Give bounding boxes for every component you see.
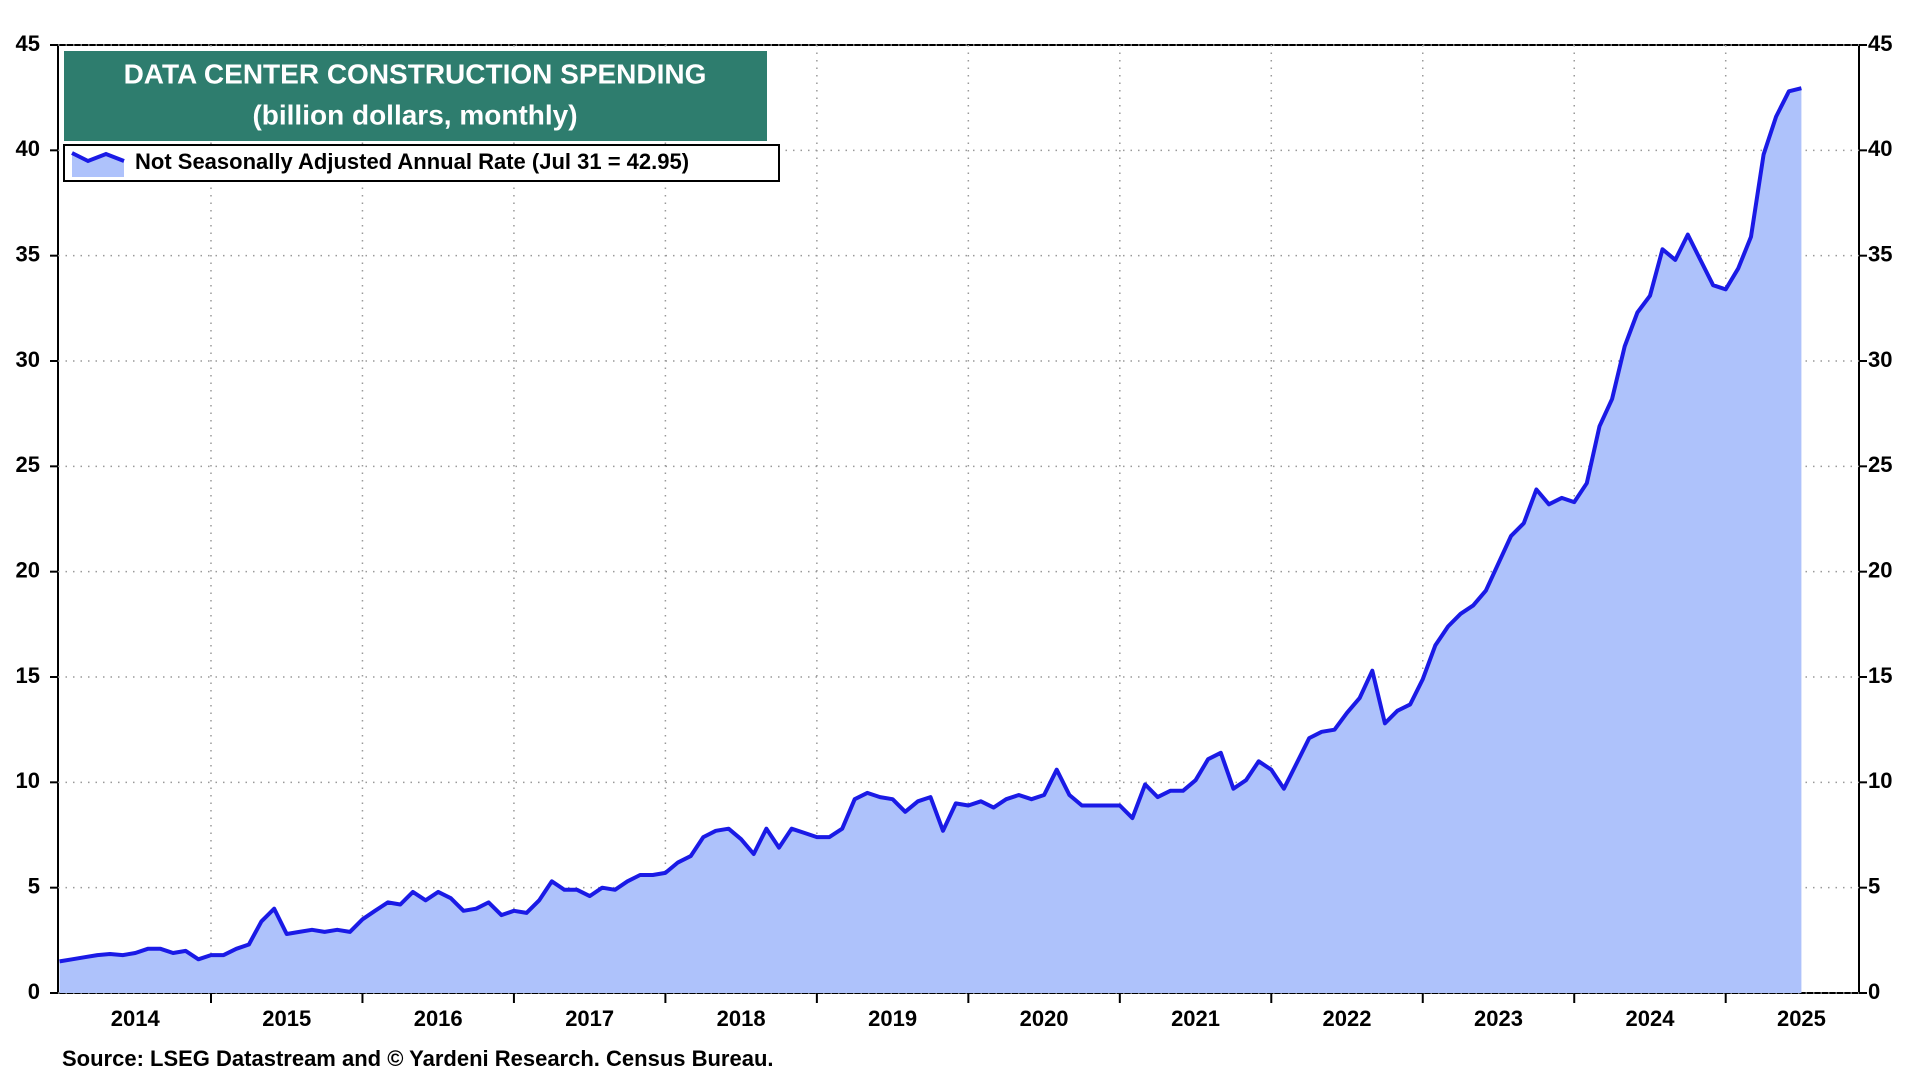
- x-tick-label: 2025: [1777, 1006, 1826, 1031]
- y2-tick-label: 15: [1868, 663, 1892, 688]
- x-tick-label: 2014: [111, 1006, 161, 1031]
- y-tick-label: 5: [28, 873, 40, 898]
- y2-tick-label: 40: [1868, 136, 1892, 161]
- chart-title: DATA CENTER CONSTRUCTION SPENDING: [124, 58, 707, 89]
- chart-subtitle: (billion dollars, monthly): [252, 99, 577, 130]
- x-tick-label: 2018: [717, 1006, 766, 1031]
- x-tick-label: 2023: [1474, 1006, 1523, 1031]
- x-tick-label: 2019: [868, 1006, 917, 1031]
- legend-label: Not Seasonally Adjusted Annual Rate (Jul…: [135, 149, 689, 174]
- y-tick-label: 0: [28, 979, 40, 1004]
- y2-tick-label: 30: [1868, 347, 1892, 372]
- line: [59, 86, 1802, 964]
- plot-layer: [58, 44, 1859, 994]
- y-tick-label: 30: [16, 347, 40, 372]
- y2-tick-label: 0: [1868, 979, 1880, 1004]
- source-note: Source: LSEG Datastream and © Yardeni Re…: [62, 1046, 774, 1071]
- y2-tick-label: 5: [1868, 873, 1880, 898]
- x-tick-label: 2017: [565, 1006, 614, 1031]
- legend-box: [63, 144, 780, 182]
- y2-tick-label: 25: [1868, 452, 1892, 477]
- y-tick-label: 40: [16, 136, 40, 161]
- x-tick-label: 2016: [414, 1006, 463, 1031]
- x-tick-label: 2020: [1020, 1006, 1069, 1031]
- x-tick-label: 2015: [262, 1006, 311, 1031]
- y2-tick-label: 45: [1868, 31, 1892, 56]
- y-tick-label: 25: [16, 452, 40, 477]
- legend-icon: [71, 151, 125, 177]
- y-tick-label: 15: [16, 663, 40, 688]
- x-tick-label: 2021: [1171, 1006, 1220, 1031]
- y-tick-label: 35: [16, 241, 40, 266]
- y-tick-label: 20: [16, 557, 40, 582]
- y2-tick-label: 10: [1868, 768, 1892, 793]
- legend-swatch-line: [71, 151, 125, 164]
- y-tick-label: 10: [16, 768, 40, 793]
- y2-tick-label: 35: [1868, 241, 1892, 266]
- x-tick-label: 2022: [1323, 1006, 1372, 1031]
- title-box: [64, 51, 767, 141]
- y-tick-label: 45: [16, 31, 40, 56]
- x-tick-label: 2024: [1625, 1006, 1675, 1031]
- y2-tick-label: 20: [1868, 557, 1892, 582]
- area-fill: [59, 88, 1802, 993]
- legend-swatch-fill: [72, 153, 124, 177]
